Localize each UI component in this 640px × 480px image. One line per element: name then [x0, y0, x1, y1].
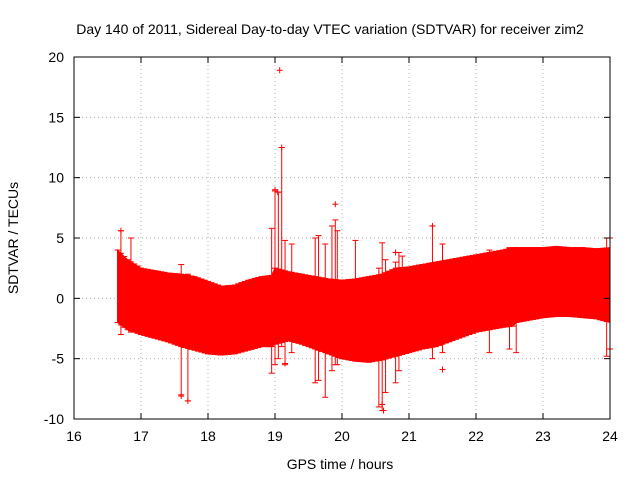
y-tick-label: 0 [56, 290, 64, 306]
y-axis-label: SDTVAR / TECUs [5, 182, 21, 294]
outlier-point [429, 222, 436, 229]
axes-frame [73, 56, 611, 420]
y-tick-label: 10 [48, 170, 64, 186]
outlier-point [380, 407, 387, 414]
x-tick-label: 21 [401, 428, 417, 444]
y-tick-label: -10 [44, 411, 64, 427]
x-tick-label: 23 [535, 428, 551, 444]
outlier-point [178, 393, 185, 400]
x-tick-label: 18 [200, 428, 216, 444]
sdtvar-band [117, 245, 611, 363]
y-tick-label: 20 [48, 49, 64, 65]
outlier-point [282, 360, 289, 367]
x-tick-label: 17 [133, 428, 149, 444]
outlier-point [278, 144, 285, 151]
plot-border [73, 56, 611, 420]
outlier-point [117, 227, 124, 234]
x-tick-label: 16 [66, 428, 82, 444]
x-tick-label: 24 [602, 428, 618, 444]
outlier-point [439, 366, 446, 373]
y-tick-label: -5 [52, 351, 65, 367]
outlier-point [392, 249, 399, 256]
outlier-point [274, 189, 281, 196]
plot-area [114, 67, 613, 414]
outlier-point [332, 201, 339, 208]
x-axis-label: GPS time / hours [287, 456, 394, 472]
outlier-point [184, 397, 191, 404]
outlier-point [379, 401, 386, 408]
x-tick-label: 20 [334, 428, 350, 444]
x-tick-label: 22 [468, 428, 484, 444]
chart-title: Day 140 of 2011, Sidereal Day-to-day VTE… [76, 21, 584, 37]
y-tick-label: 15 [48, 109, 64, 125]
x-tick-label: 19 [267, 428, 283, 444]
tick-labels: 16 17 18 19 20 21 22 23 24 -10 -5 0 5 10 15 20 [44, 49, 618, 444]
grid [74, 57, 610, 419]
outlier-point [276, 67, 283, 74]
y-tick-label: 5 [56, 230, 64, 246]
